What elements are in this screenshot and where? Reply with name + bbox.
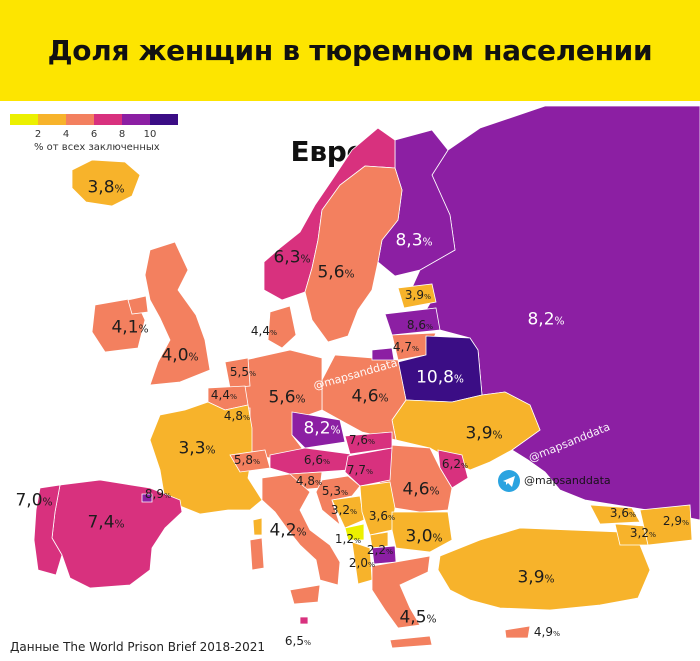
value-label: 10,8% — [416, 367, 464, 388]
telegram-icon — [498, 470, 520, 492]
title-banner: Доля женщин в тюремном населении Европы — [0, 0, 700, 168]
value-label: 4,8% — [295, 474, 323, 488]
value-label: 6,6% — [303, 453, 331, 467]
region-bulgaria — [391, 511, 453, 553]
legend-swatch — [150, 114, 178, 125]
region-moldova — [437, 449, 469, 489]
region-andorra — [141, 493, 153, 503]
region-northern-ireland — [127, 295, 149, 315]
value-label: 8,6% — [406, 318, 434, 332]
value-label: 6,5% — [284, 634, 312, 648]
source-credit: Данные The World Prison Brief 2018-2021 — [10, 640, 266, 654]
telegram-handle: @mapsanddata — [524, 474, 611, 487]
legend-swatch — [94, 114, 122, 125]
value-label: 7,4% — [87, 512, 125, 533]
region-france — [149, 401, 263, 515]
region-estonia — [397, 283, 437, 309]
region-kosovo — [369, 531, 389, 549]
value-label: 6,3% — [273, 247, 311, 268]
region-netherlands — [224, 357, 251, 389]
value-label: 8,3% — [395, 230, 433, 251]
region-crete — [389, 635, 433, 649]
value-label: 5,6% — [317, 262, 355, 283]
value-label: 4,0% — [161, 345, 199, 366]
legend-tick: 8 — [118, 129, 126, 140]
value-label: 7,0% — [15, 490, 53, 511]
region-italy — [261, 473, 341, 586]
value-label: 4,6% — [351, 386, 389, 407]
value-label: 3,9% — [404, 288, 432, 302]
value-label: 2,2% — [366, 543, 394, 557]
region-czechia — [291, 411, 346, 449]
legend-caption: % от всех заключенных — [34, 142, 160, 153]
value-label: 5,3% — [321, 484, 349, 498]
value-label: 2,9% — [662, 514, 690, 528]
value-label: 3,8% — [87, 177, 125, 198]
region-iceland — [71, 159, 141, 207]
legend-tick: 6 — [90, 129, 98, 140]
value-label: 2,0% — [348, 556, 376, 570]
value-label: 4,1% — [111, 317, 149, 338]
value-label: 3,6% — [609, 506, 637, 520]
value-label: 8,9% — [144, 487, 172, 501]
value-label: 7,6% — [348, 433, 376, 447]
value-label: 4,2% — [269, 520, 307, 541]
value-label: 3,6% — [368, 509, 396, 523]
legend-swatch — [66, 114, 94, 125]
value-label: 8,2% — [303, 418, 341, 439]
region-cyprus — [504, 625, 531, 639]
value-label: 4,9% — [533, 625, 561, 639]
value-label: 6,2% — [441, 457, 469, 471]
region-malta — [299, 616, 309, 625]
value-label: 5,6% — [268, 387, 306, 408]
region-georgia — [589, 504, 641, 525]
legend-tick: 2 — [34, 129, 42, 140]
region-bosnia — [331, 495, 365, 529]
region-greece — [371, 555, 431, 629]
region-denmark — [267, 305, 297, 349]
region-corsica — [252, 517, 263, 536]
value-label: 5,5% — [229, 365, 257, 379]
page-title: Доля женщин в тюремном населении Европы — [47, 34, 653, 168]
legend-swatch — [38, 114, 66, 125]
value-label: 3,9% — [517, 567, 555, 588]
value-label: 4,8% — [223, 409, 251, 423]
region-great-britain — [144, 241, 211, 386]
legend-swatch — [10, 114, 38, 125]
value-label: 4,5% — [399, 607, 437, 628]
value-label: 5,8% — [233, 453, 261, 467]
value-label: 1,2% — [334, 532, 362, 546]
value-label: 8,2% — [527, 309, 565, 330]
legend-tick: 10 — [143, 129, 157, 140]
region-hungary — [344, 447, 393, 487]
region-kaliningrad — [371, 347, 395, 361]
value-label: 4,4% — [210, 388, 238, 402]
value-label: 4,7% — [392, 340, 420, 354]
value-label: 7,7% — [346, 463, 374, 477]
region-montenegro — [344, 523, 365, 541]
value-label: 3,2% — [330, 503, 358, 517]
region-latvia — [384, 307, 441, 336]
value-label: 4,4% — [250, 324, 278, 338]
region-sicily — [289, 584, 321, 605]
europe-map — [33, 105, 700, 649]
region-sardinia — [249, 537, 265, 571]
region-ukraine — [391, 391, 541, 471]
value-label: 4,6% — [402, 479, 440, 500]
region-sweden — [304, 165, 403, 343]
region-turkey — [437, 527, 651, 611]
region-portugal — [33, 484, 63, 576]
value-label: 3,3% — [178, 438, 216, 459]
region-azerbaijan — [639, 504, 693, 546]
value-label: 3,2% — [629, 526, 657, 540]
legend-tick: 4 — [62, 129, 70, 140]
legend-swatch — [122, 114, 150, 125]
value-label: 3,9% — [465, 423, 503, 444]
legend: 2 4 6 8 10 % от всех заключенных — [10, 114, 186, 156]
value-label: 3,0% — [405, 526, 443, 547]
